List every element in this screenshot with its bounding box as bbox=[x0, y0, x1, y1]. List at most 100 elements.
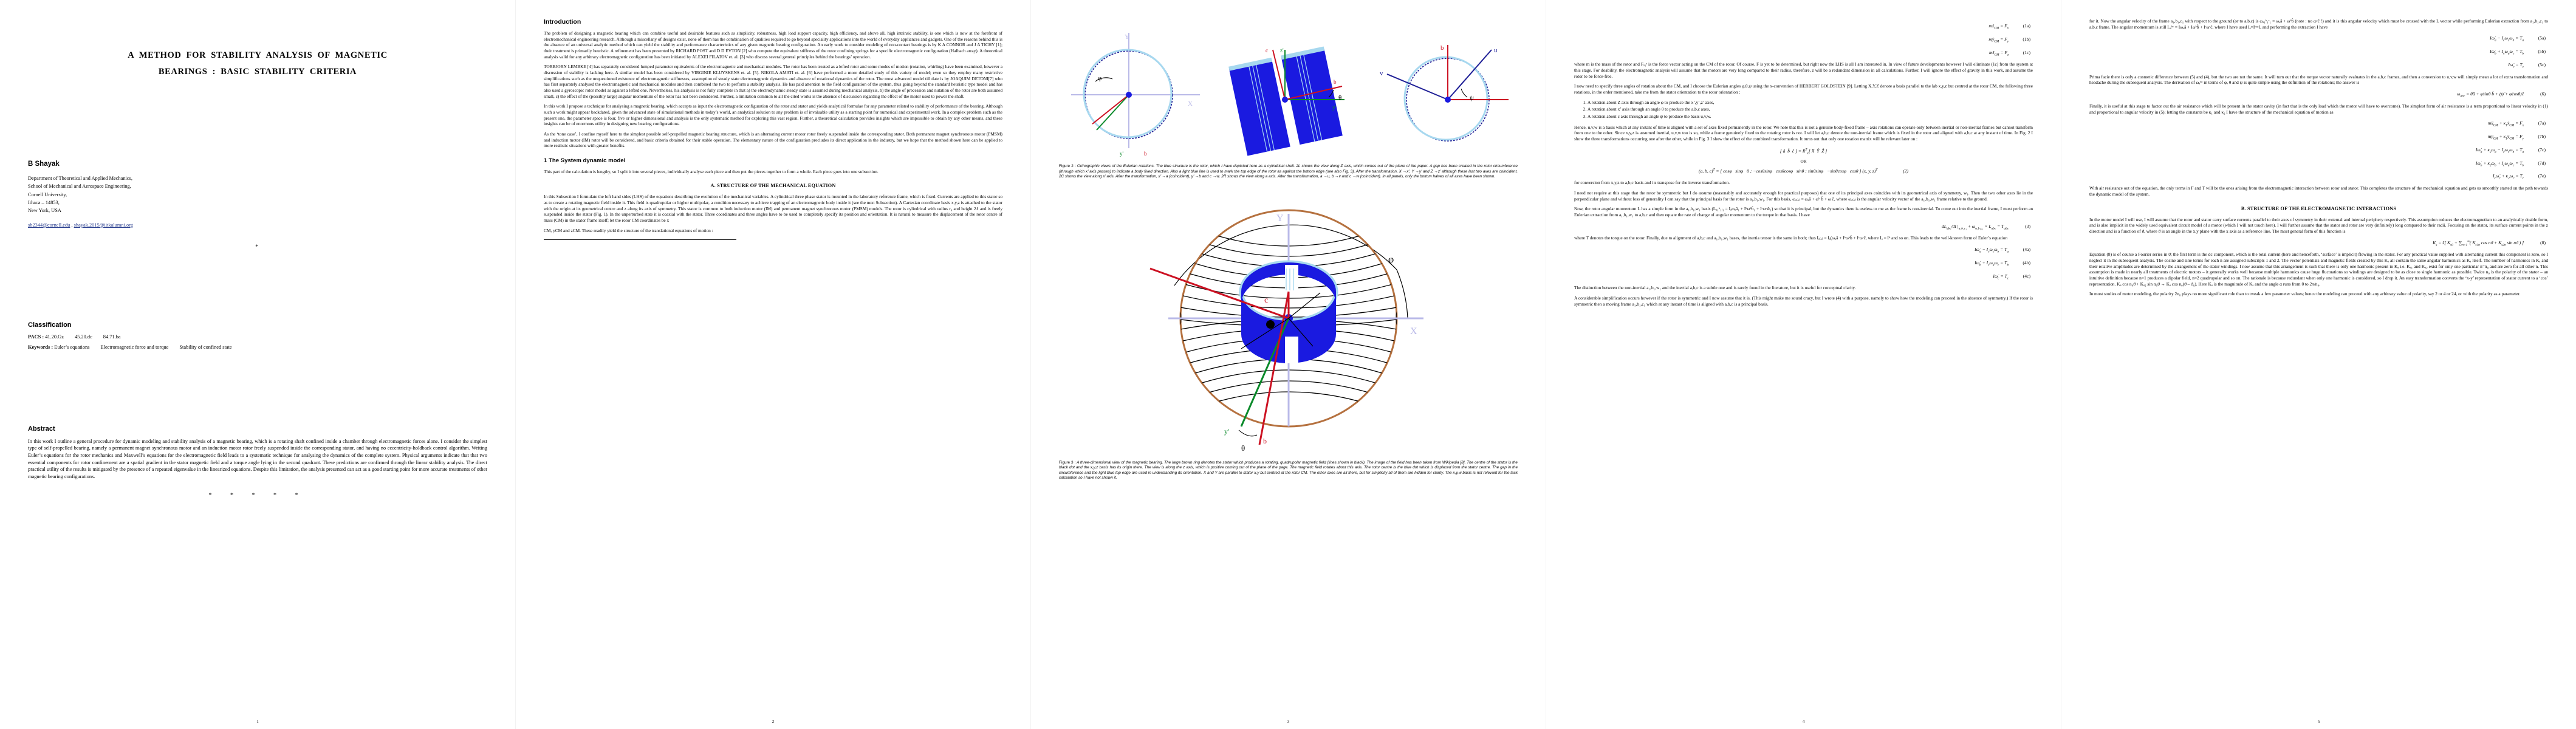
section-B-paragraph: In most studies of motor modeling, the p… bbox=[2089, 291, 2521, 297]
matrix-equation: [ â b̂ ĉ ] = RTx[ X̂ Ŷ Ẑ ] OR (a, b, … bbox=[1698, 148, 1909, 174]
equation-6-tag: (6) bbox=[2540, 91, 2546, 97]
paragraph-prima-facie: Prima facie there is only a cosmetic dif… bbox=[2089, 74, 2548, 86]
affiliation-line: Cornell University, bbox=[28, 191, 67, 197]
equation-7e-tag: (7e) bbox=[2538, 173, 2546, 179]
pacs-value: 84.71.ba bbox=[103, 334, 121, 340]
svg-text:u: u bbox=[1494, 47, 1498, 54]
svg-text:θ: θ bbox=[1241, 443, 1245, 453]
svg-text:b: b bbox=[1334, 79, 1337, 85]
equation-6: ωabc = θ̇â + φ̇sinθ b̂ + (ψ̇ + φ̇cosθ)ĉ … bbox=[2089, 90, 2548, 100]
svg-text:φ: φ bbox=[1098, 75, 1101, 82]
svg-text:y': y' bbox=[1120, 151, 1124, 157]
svg-text:b: b bbox=[1144, 151, 1147, 157]
pacs-label: PACS : bbox=[28, 334, 44, 340]
figure-3-graphic: φ bbox=[1149, 209, 1423, 453]
keyword-value: Stability of confined state bbox=[179, 344, 232, 350]
matrix-equation-tag: (2) bbox=[1903, 168, 1909, 174]
section-B-paragraph: Equation (8) is of course a Fourier seri… bbox=[2089, 252, 2548, 287]
equation-4b: Iω̇b + Icωaωc = Tb (4b) bbox=[1574, 259, 2033, 269]
footnote-rule bbox=[544, 239, 737, 241]
equation-7a: mẍCM + κ1ẋCM = Fx (7a) bbox=[2089, 119, 2548, 129]
affiliation-line: New York, USA bbox=[28, 208, 61, 214]
equation-1b-tag: (1b) bbox=[2023, 36, 2030, 42]
rotation-item: A rotation about x’ axis through an angl… bbox=[1588, 106, 2033, 113]
affiliation-line: Ithaca – 14853, bbox=[28, 199, 60, 205]
intro-paragraph: TORBJORN LEMBKE [4] has separately consi… bbox=[544, 64, 1002, 99]
paragraph-rotations: I now need to specify three angles of ro… bbox=[1574, 83, 2033, 95]
page-number: 2 bbox=[772, 719, 775, 724]
equation-3-tag: (3) bbox=[2025, 223, 2030, 229]
rotation-item: A rotation about Z axis through an angle… bbox=[1588, 100, 2033, 106]
equation-5b: Iω̇b + Icωaωc = Tb (5b) bbox=[2089, 47, 2548, 57]
abstract-section: Abstract In this work I outline a genera… bbox=[28, 425, 487, 499]
svg-text:φ: φ bbox=[1388, 255, 1394, 265]
equation-4c-tag: (4c) bbox=[2023, 273, 2030, 279]
svg-text:c: c bbox=[1264, 296, 1268, 305]
equation-7b-tag: (7b) bbox=[2538, 134, 2546, 139]
author-name: B Shayak bbox=[28, 160, 60, 168]
page-2: Introduction The problem of designing a … bbox=[515, 0, 1030, 729]
star-divider-top: * bbox=[255, 243, 260, 250]
equation-4b-lhs: Iω̇b + Icωaωc = Tb bbox=[1975, 259, 2009, 267]
page-4: mẍCM = Fx (1a) mÿCM = Fy (1b) mẑCM = Fz … bbox=[1546, 0, 2061, 729]
equation-7e: Icω̇c + κ2ωc = Tc (7e) bbox=[2089, 172, 2548, 182]
section-A-paragraph: In this Subsection I formulate the left … bbox=[544, 194, 1002, 224]
equation-1b-lhs: mÿCM = Fy bbox=[1989, 36, 2009, 44]
svg-text:z': z' bbox=[1280, 47, 1284, 53]
affiliation-block: Department of Theoretical and Applied Me… bbox=[28, 174, 487, 215]
section-A-paragraph: CM, yCM and zCM. These readily yield the… bbox=[544, 227, 713, 233]
equation-3: dLabc/dt |a₁b₁c₁ + ωa₁b₁c₁ × Labc = Tabc… bbox=[1574, 222, 2033, 232]
pacs-value: 45.20.dc bbox=[74, 334, 92, 340]
equation-7c-tag: (7c) bbox=[2538, 146, 2546, 152]
keywords-label: Keywords : bbox=[28, 344, 53, 350]
equation-7d: Iω̇b + κ2ωb + Icωaωc = Tb (7d) bbox=[2089, 159, 2548, 169]
equation-5a-lhs: Iω̇a − Icωcωb = Ta bbox=[2490, 35, 2524, 43]
title-line-1: A METHOD FOR STABILITY ANALYSIS OF MAGNE… bbox=[128, 50, 388, 60]
equation-7c: Iω̇a + κ2ωa − Icωcωb = Ta (7c) bbox=[2089, 146, 2548, 156]
section-B-paragraph: In the motor model I will use, I will as… bbox=[2089, 216, 2548, 234]
equation-4c-lhs: Iω̇c = Tc bbox=[1993, 273, 2009, 281]
svg-text:b: b bbox=[1440, 44, 1444, 52]
intro-paragraph: The problem of designing a magnetic bear… bbox=[544, 30, 1002, 60]
equation-1c: mẑCM = Fz (1c) bbox=[1574, 49, 2033, 58]
svg-text:Y: Y bbox=[1125, 33, 1129, 41]
keywords-line: Keywords : Euler’s equations Electromagne… bbox=[28, 344, 487, 350]
page-title: A METHOD FOR STABILITY ANALYSIS OF MAGNE… bbox=[36, 47, 479, 80]
equation-1a-tag: (1a) bbox=[2023, 23, 2030, 29]
introduction-heading: Introduction bbox=[544, 18, 581, 26]
paragraph-torque-1: I need not require at this stage that th… bbox=[1574, 190, 2033, 202]
equation-1a: mẍCM = Fx (1a) bbox=[1574, 22, 2033, 32]
rotation-list: A rotation about Z axis through an angle… bbox=[1574, 100, 2033, 120]
paragraph-end-1: The distinction between the non-inertial… bbox=[1574, 285, 1856, 291]
equation-4a-tag: (4a) bbox=[2023, 247, 2030, 253]
figure-3: φ bbox=[1059, 183, 1518, 481]
svg-text:v: v bbox=[1380, 70, 1383, 77]
equation-6-lhs: ωabc = θ̇â + φ̇sinθ b̂ + (ψ̇ + φ̇cosθ)ĉ bbox=[2457, 91, 2524, 98]
page-number: 3 bbox=[1287, 719, 1290, 724]
pacs-line: PACS : 41.20.Gz 45.20.dc 84.71.ba bbox=[28, 334, 487, 340]
email-separator: , bbox=[70, 222, 74, 228]
equation-8: Ks = ẑ[ Ks0 + ∑n=1∞( Ks1n cos nϑ + Ks2n … bbox=[2089, 239, 2548, 248]
equation-1a-lhs: mẍCM = Fx bbox=[1989, 23, 2009, 30]
email-link-primary[interactable]: sb2344@cornell.edu bbox=[28, 222, 70, 228]
section-1-heading: 1 The System dynamic model bbox=[544, 157, 626, 164]
figure-2-panel-right: b u v ψ bbox=[1380, 44, 1509, 142]
equation-7c-lhs: Iω̇a + κ2ωa − Icωcωb = Ta bbox=[2475, 146, 2524, 154]
svg-text:X: X bbox=[1410, 326, 1417, 337]
equation-4b-tag: (4b) bbox=[2023, 259, 2030, 265]
section-A-heading: A. STRUCTURE OF THE MECHANICAL EQUATION bbox=[710, 183, 836, 189]
figure-2-label: Figure 2 : bbox=[1059, 164, 1077, 168]
equation-5c-tag: (5c) bbox=[2538, 61, 2546, 67]
equation-8-tag: (8) bbox=[2540, 239, 2546, 245]
equation-1c-tag: (1c) bbox=[2023, 49, 2030, 55]
paragraph-air-resistance: With air resistance out of the equation,… bbox=[2089, 185, 2548, 197]
rotation-item: A rotation about c axis through an angle… bbox=[1588, 114, 2033, 120]
keyword-value: Euler’s equations bbox=[54, 344, 90, 350]
equation-5b-tag: (5b) bbox=[2538, 49, 2546, 55]
classification-section: Classification PACS : 41.20.Gz 45.20.dc 84… bbox=[28, 321, 487, 350]
figure-2: Y X φ y' b bbox=[1059, 21, 1518, 180]
svg-text:y': y' bbox=[1224, 427, 1229, 436]
paragraph-figure-ref: Hence, u,v,w is a basis which at any ins… bbox=[1574, 124, 2033, 142]
email-link-secondary[interactable]: shayak.2015@iitkalumni.org bbox=[74, 222, 133, 228]
